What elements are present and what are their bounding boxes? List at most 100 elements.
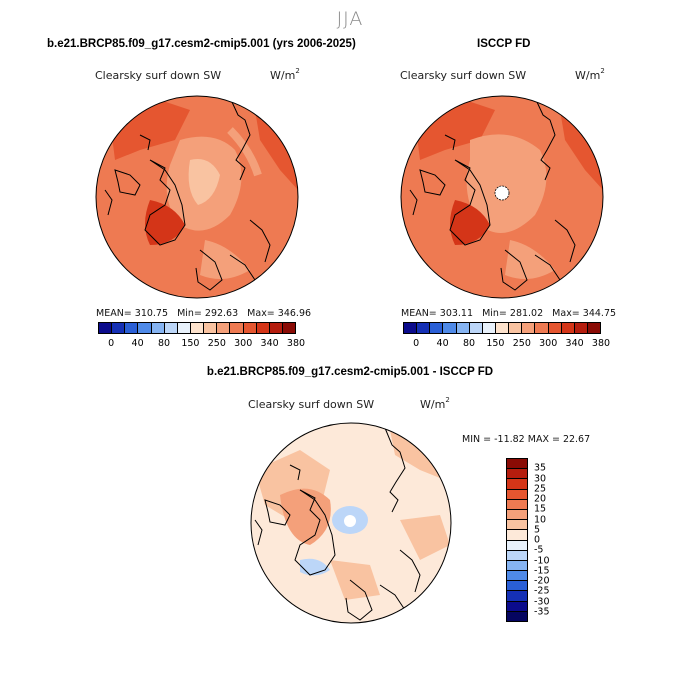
model-variable-label: Clearsky surf down SW — [95, 69, 222, 82]
colorbar-tick-label: 0 — [108, 338, 115, 349]
colorbar-tick-label: -30 — [534, 596, 550, 607]
obs-units-label: W/m2 — [575, 67, 605, 82]
colorbar-swatch — [482, 323, 496, 333]
colorbar-swatch — [507, 611, 527, 621]
diff-panel-title: b.e21.BRCP85.f09_g17.cesm2-cmip5.001 - I… — [206, 366, 494, 378]
colorbar-swatch — [507, 550, 527, 561]
colorbar-tick-label: -25 — [534, 585, 550, 597]
colorbar-swatch — [99, 323, 113, 333]
colorbar-swatch — [509, 323, 523, 333]
colorbar-tick-label: -20 — [534, 575, 550, 587]
colorbar-swatch — [507, 509, 527, 521]
diff-variable-label: Clearsky surf down SW — [248, 398, 375, 411]
obs-variable-label: Clearsky surf down SW — [400, 69, 527, 82]
colorbar-tick-label: 300 — [539, 338, 558, 349]
model-stats: MEAN= 310.75 Min= 292.63 Max= 346.96 — [96, 308, 317, 319]
colorbar-tick-label: 15 — [534, 503, 547, 515]
model-panel-title: b.e21.BRCP85.f09_g17.cesm2-cmip5.001 (yr… — [47, 38, 356, 50]
colorbar-tick-label: -5 — [534, 544, 544, 556]
model-units-label: W/m2 — [270, 67, 300, 82]
colorbar-swatch — [112, 323, 126, 333]
colorbar-swatch — [507, 540, 527, 551]
colorbar-swatch — [138, 323, 152, 333]
colorbar-tick-label: 150 — [181, 338, 200, 349]
colorbar-swatch — [190, 323, 205, 333]
colorbar-swatch — [217, 323, 231, 333]
colorbar-swatch — [535, 323, 549, 333]
diff-stats: MIN = -11.82 MAX = 22.67 — [462, 434, 591, 445]
colorbar-tick-label: 25 — [534, 483, 547, 495]
colorbar-swatch — [443, 323, 457, 333]
colorbar-tick-label: 300 — [234, 338, 253, 349]
model-colorbar — [98, 322, 296, 334]
colorbar-tick-label: 150 — [486, 338, 505, 349]
colorbar-tick-label: 380 — [286, 338, 306, 349]
colorbar-swatch — [495, 323, 510, 333]
colorbar-tick-label: 40 — [436, 338, 449, 349]
colorbar-swatch — [164, 323, 178, 333]
colorbar-swatch — [587, 323, 601, 333]
obs-panel-title: ISCCP FD — [477, 38, 531, 50]
colorbar-swatch — [125, 323, 139, 333]
colorbar-swatch — [507, 571, 527, 582]
colorbar-tick-label: 10 — [534, 514, 547, 525]
colorbar-tick-label: 340 — [260, 338, 279, 349]
colorbar-tick-label: -15 — [534, 565, 550, 577]
diff-colorbar — [506, 458, 528, 622]
colorbar-tick-label: 250 — [512, 338, 531, 349]
colorbar-swatch — [507, 560, 527, 572]
colorbar-tick-label: 20 — [534, 493, 547, 505]
colorbar-swatch — [507, 530, 527, 541]
colorbar-swatch — [507, 459, 527, 470]
colorbar-swatch — [507, 601, 527, 612]
season-title: JJA — [336, 8, 364, 30]
colorbar-swatch — [243, 323, 257, 333]
colorbar-swatch — [469, 323, 483, 333]
colorbar-tick-label: 80 — [157, 338, 171, 349]
colorbar-tick-label: 5 — [534, 524, 541, 536]
colorbar-swatch — [456, 323, 470, 333]
colorbar-tick-label: 250 — [207, 338, 226, 349]
colorbar-swatch — [507, 591, 527, 602]
colorbar-swatch — [430, 323, 444, 333]
colorbar-swatch — [507, 581, 527, 592]
colorbar-swatch — [507, 479, 527, 490]
colorbar-swatch — [507, 469, 527, 480]
colorbar-swatch — [204, 323, 218, 333]
colorbar-swatch — [177, 323, 191, 333]
colorbar-tick-label: 80 — [462, 338, 476, 349]
colorbar-swatch — [404, 323, 418, 333]
colorbar-swatch — [151, 323, 165, 333]
colorbar-tick-label: 40 — [131, 338, 144, 349]
colorbar-tick-label: 0 — [413, 338, 420, 349]
model-min: Min= 292.63 — [177, 308, 239, 319]
colorbar-tick-label: 380 — [591, 338, 611, 349]
colorbar-tick-label: -35 — [534, 606, 550, 618]
obs-colorbar — [403, 322, 601, 334]
colorbar-swatch — [507, 499, 527, 510]
model-max: Max= 346.96 — [247, 308, 312, 319]
colorbar-swatch — [548, 323, 562, 333]
colorbar-swatch — [230, 323, 244, 333]
colorbar-swatch — [256, 323, 270, 333]
colorbar-swatch — [522, 323, 536, 333]
colorbar-swatch — [282, 323, 296, 333]
colorbar-tick-label: -10 — [534, 555, 550, 566]
diff-units-label: W/m2 — [420, 396, 450, 411]
obs-max: Max= 344.75 — [552, 308, 617, 319]
model-mean: MEAN= 310.75 — [96, 308, 169, 319]
obs-mean: MEAN= 303.11 — [401, 308, 474, 319]
colorbar-tick-label: 0 — [534, 534, 541, 546]
colorbar-swatch — [507, 489, 527, 500]
colorbar-swatch — [269, 323, 283, 333]
obs-min: Min= 281.02 — [482, 308, 544, 319]
colorbar-tick-label: 35 — [534, 462, 547, 474]
colorbar-swatch — [561, 323, 575, 333]
colorbar-swatch — [507, 520, 527, 531]
colorbar-swatch — [574, 323, 588, 333]
obs-stats: MEAN= 303.11 Min= 281.02 Max= 344.75 — [401, 308, 622, 319]
colorbar-tick-label: 340 — [565, 338, 584, 349]
colorbar-tick-label: 30 — [534, 473, 547, 484]
colorbar-swatch — [417, 323, 431, 333]
